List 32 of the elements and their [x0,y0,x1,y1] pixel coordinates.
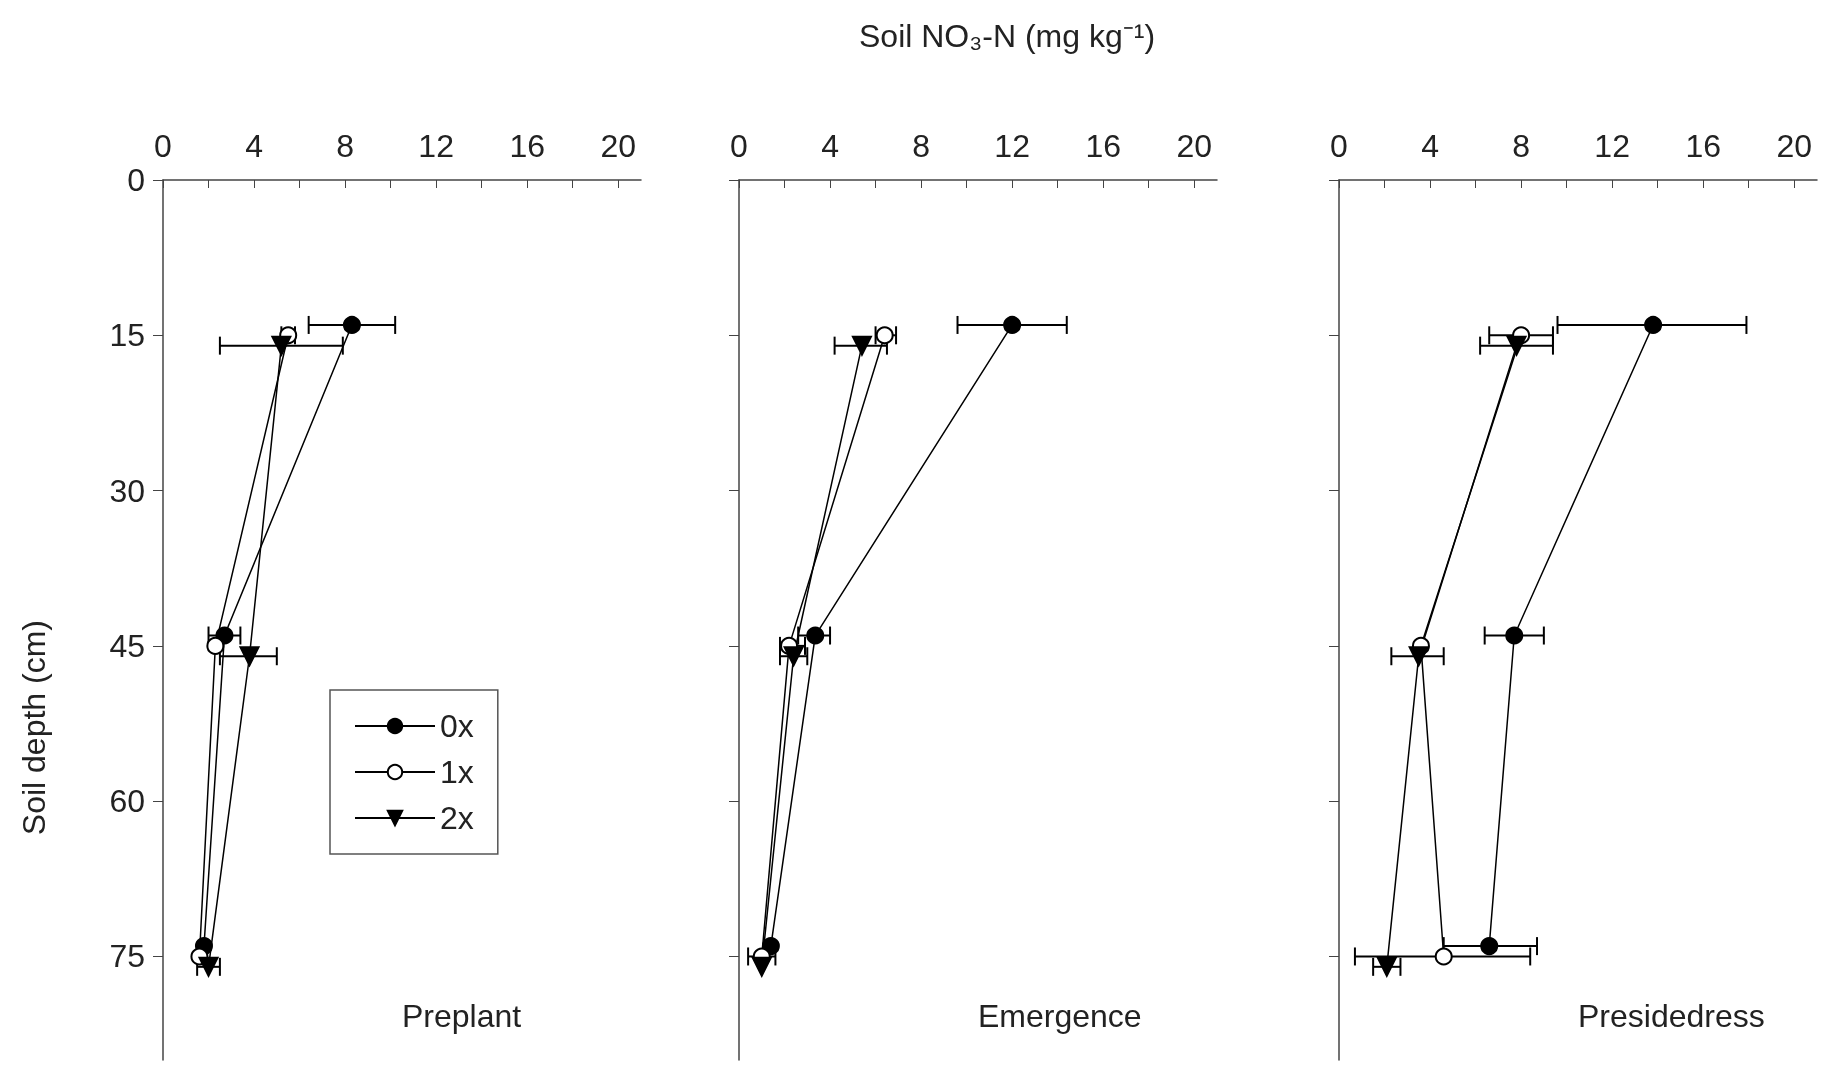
x-tick-label: 4 [1421,128,1439,164]
y-tick-label: 45 [109,627,145,664]
y-tick-label: 0 [127,162,145,198]
x-tick-label: 0 [730,128,748,164]
x-tick-label: 4 [245,128,263,164]
x-tick-label: 12 [994,128,1030,164]
x-tick-label: 8 [1512,128,1530,164]
x-tick-label: 16 [509,128,545,164]
x-tick-label: 20 [1776,128,1813,164]
x-tick-label: 8 [336,128,354,164]
x-tick-label: 20 [1176,128,1213,164]
x-axis-title: Soil NO₃-N (mg kg⁻¹) [859,18,1156,54]
x-tick-label: 12 [1594,128,1630,164]
x-tick-label: 4 [821,128,839,164]
x-tick-label: 0 [154,128,172,164]
y-tick-label: 75 [109,938,145,975]
x-tick-label: 12 [418,128,454,164]
y-tick-label: 15 [109,317,145,354]
legend-label: 1x [440,754,474,790]
y-tick-label: 60 [109,783,145,820]
text: Emergence [978,998,1142,1034]
legend-label: 0x [440,708,474,744]
legend-label: 2x [440,800,474,836]
x-tick-label: 8 [912,128,930,164]
x-tick-label: 16 [1085,128,1121,164]
y-axis-title: Soil depth (cm) [16,620,52,836]
x-tick-label: 20 [600,128,637,164]
text: Preplant [402,998,522,1034]
text: Presidedress [1578,998,1765,1034]
x-tick-label: 16 [1685,128,1721,164]
x-tick-label: 0 [1330,128,1348,164]
y-tick-label: 30 [109,472,145,509]
